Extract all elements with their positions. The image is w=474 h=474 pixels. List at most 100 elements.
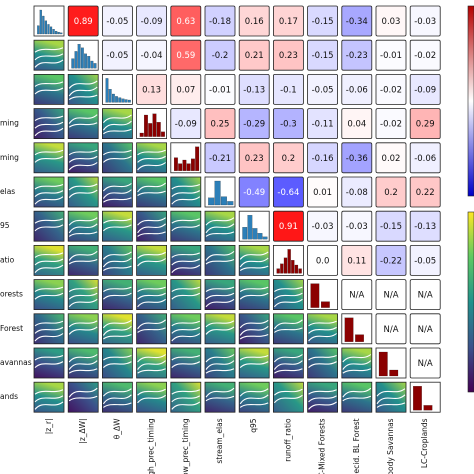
- histogram-bar: [127, 99, 131, 103]
- density-contour: [68, 387, 98, 398]
- cell-r11-c4: [170, 381, 202, 413]
- density-contour: [137, 354, 166, 363]
- histogram-bar: [214, 180, 221, 206]
- cell-r4-c8: -0.16: [307, 142, 339, 174]
- density-contour: [102, 251, 132, 260]
- density-contour: [34, 354, 64, 361]
- correlation-value: -0.23: [346, 51, 368, 61]
- correlation-cell: [375, 176, 407, 208]
- cell-r9-c5: [204, 313, 236, 345]
- density-contour: [171, 326, 201, 334]
- density-contour: [34, 320, 64, 327]
- correlation-cell: [409, 244, 441, 276]
- cell-r2-c1: [67, 74, 99, 105]
- density-contour: [34, 196, 64, 205]
- correlation-value: -0.21: [209, 154, 231, 164]
- density-contour: [137, 162, 166, 171]
- density-contour: [34, 258, 64, 266]
- correlation-cell: [409, 210, 441, 242]
- density-contour: [171, 292, 201, 300]
- histogram-bar: [93, 63, 97, 69]
- cell-r9-c1: [67, 313, 99, 345]
- correlation-value: N/A: [418, 325, 433, 335]
- correlation-cell: [136, 74, 168, 105]
- cell-r3-c4: -0.09: [170, 108, 202, 139]
- cell-r9-c11: N/A: [409, 313, 441, 345]
- cell-r7-c6: [238, 244, 270, 276]
- cell-r7-c11: -0.05: [409, 244, 441, 276]
- row-label: avannas: [0, 358, 32, 367]
- density-contour: [273, 354, 303, 363]
- cell-r6-c8: -0.03: [307, 210, 339, 242]
- correlation-cell: [341, 279, 373, 311]
- density-contour: [102, 325, 132, 336]
- density-contour: [34, 115, 64, 122]
- correlation-value: -0.03: [312, 222, 334, 232]
- density-contour: [239, 325, 269, 336]
- density-contour: [137, 298, 166, 308]
- cell-r3-c5: 0.25: [204, 108, 236, 139]
- correlation-value: -0.15: [312, 51, 334, 61]
- cell-r6-c4: [170, 210, 202, 242]
- correlation-cell: [272, 142, 304, 174]
- density-contour: [205, 231, 235, 237]
- histogram-bar: [44, 20, 48, 35]
- correlation-value: -0.09: [414, 85, 436, 95]
- density-contour: [68, 114, 98, 124]
- correlation-cell: [307, 244, 339, 276]
- histogram-bar: [124, 99, 128, 103]
- density-contour: [34, 326, 64, 334]
- correlation-cell: [170, 108, 202, 139]
- cell-r0-c0: [33, 5, 65, 37]
- density-contour: [34, 183, 64, 190]
- cell-r7-c5: [204, 244, 236, 276]
- cell-r11-c0: [33, 381, 65, 413]
- histogram-bar: [378, 351, 388, 377]
- cell-r11-c1: [67, 381, 99, 413]
- density-contour: [342, 368, 372, 374]
- correlation-value: -0.03: [346, 222, 368, 232]
- density-contour: [103, 354, 132, 361]
- density-contour: [103, 265, 132, 272]
- correlation-cell: [375, 279, 407, 311]
- histogram-bar: [294, 264, 299, 274]
- density-contour: [34, 53, 64, 61]
- correlation-value: N/A: [349, 291, 364, 301]
- correlation-cell: [307, 39, 339, 71]
- cell-r0-c5: -0.18: [204, 5, 236, 37]
- cell-r8-c5: [204, 279, 236, 311]
- cell-r11-c11: [409, 381, 441, 413]
- row-label: ming: [0, 119, 19, 128]
- cell-r10-c10: [375, 347, 407, 379]
- density-contour: [68, 395, 98, 402]
- histogram-bar: [174, 157, 178, 171]
- correlation-colorbar: [467, 5, 474, 197]
- correlation-cell: [307, 5, 339, 37]
- histogram-bar: [57, 31, 60, 35]
- density-contour: [34, 155, 64, 163]
- density-contour: [308, 333, 337, 342]
- correlation-cell: [341, 176, 373, 208]
- density-panel: [136, 176, 168, 208]
- correlation-cell: [409, 279, 441, 311]
- correlation-cell: [341, 244, 373, 276]
- density-contour: [68, 189, 98, 198]
- density-contour: [68, 320, 98, 328]
- correlation-value: -0.01: [209, 85, 231, 95]
- histogram-bar: [413, 386, 422, 411]
- correlation-value: 0.0: [316, 256, 330, 266]
- cell-r1-c10: -0.01: [375, 39, 407, 71]
- cell-r2-c0: [33, 74, 65, 105]
- correlation-value: -0.06: [346, 85, 368, 95]
- cell-r11-c6: [238, 381, 270, 413]
- density-contour: [205, 292, 235, 300]
- cell-r9-c3: [136, 313, 168, 345]
- density-contour: [239, 361, 269, 369]
- cell-r9-c10: N/A: [375, 313, 407, 345]
- correlation-value: -0.15: [312, 17, 334, 27]
- density-contour: [34, 47, 64, 53]
- density-contour: [137, 319, 166, 330]
- cell-r7-c9: 0.11: [341, 244, 373, 276]
- correlation-value: -0.06: [414, 154, 436, 164]
- density-contour: [137, 155, 166, 163]
